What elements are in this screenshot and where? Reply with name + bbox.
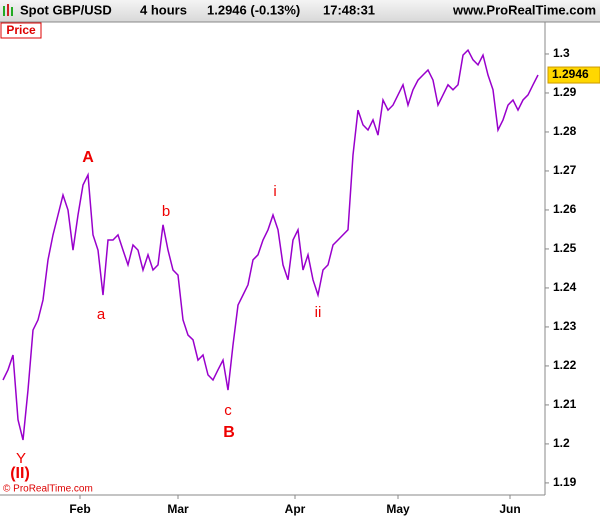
wave-label: A — [82, 149, 94, 166]
wave-label: a — [97, 306, 106, 323]
wave-label: b — [162, 203, 170, 220]
last-price-tag — [547, 66, 600, 84]
footer: © ProRealTime.com — [3, 484, 93, 495]
wave-label: Y — [16, 450, 26, 467]
y-tick-label: 1.28 — [553, 124, 577, 138]
wave-label: (II) — [10, 465, 30, 482]
y-tick-label: 1.24 — [553, 280, 577, 294]
x-tick-label: Mar — [167, 502, 189, 516]
y-tick-label: 1.29 — [553, 85, 577, 99]
y-tick-label: 1.25 — [553, 241, 577, 255]
y-tick-label: 1.19 — [553, 475, 577, 489]
last-price-label: 1.2946 — [552, 67, 589, 81]
x-tick-label: Apr — [285, 502, 306, 516]
wave-label: c — [224, 402, 232, 419]
y-tick-label: 1.23 — [553, 319, 577, 333]
panel-label: Price — [6, 23, 36, 37]
panel-label-box — [0, 22, 42, 39]
site: www.ProRealTime.com — [452, 2, 596, 17]
symbol: Spot GBP/USD — [20, 2, 112, 17]
x-tick-label: Feb — [69, 502, 90, 516]
wave-label: i — [273, 183, 276, 200]
y-tick-label: 1.3 — [553, 46, 570, 60]
x-tick-label: Jun — [499, 502, 520, 516]
time: 17:48:31 — [323, 2, 375, 17]
wave-label: ii — [315, 304, 322, 321]
y-tick-label: 1.26 — [553, 202, 577, 216]
icon — [3, 6, 5, 16]
price-line — [2, 48, 539, 441]
quote: 1.2946 (-0.13%) — [207, 2, 300, 17]
icon — [7, 4, 9, 16]
y-tick-label: 1.2 — [553, 436, 570, 450]
wave-label: B — [223, 424, 235, 441]
interval: 4 hours — [140, 2, 187, 17]
y-tick-label: 1.22 — [553, 358, 577, 372]
y-tick-label: 1.21 — [553, 397, 577, 411]
x-tick-label: May — [386, 502, 410, 516]
header-bar — [0, 0, 600, 22]
y-tick-label: 1.27 — [553, 163, 577, 177]
icon — [11, 7, 13, 16]
